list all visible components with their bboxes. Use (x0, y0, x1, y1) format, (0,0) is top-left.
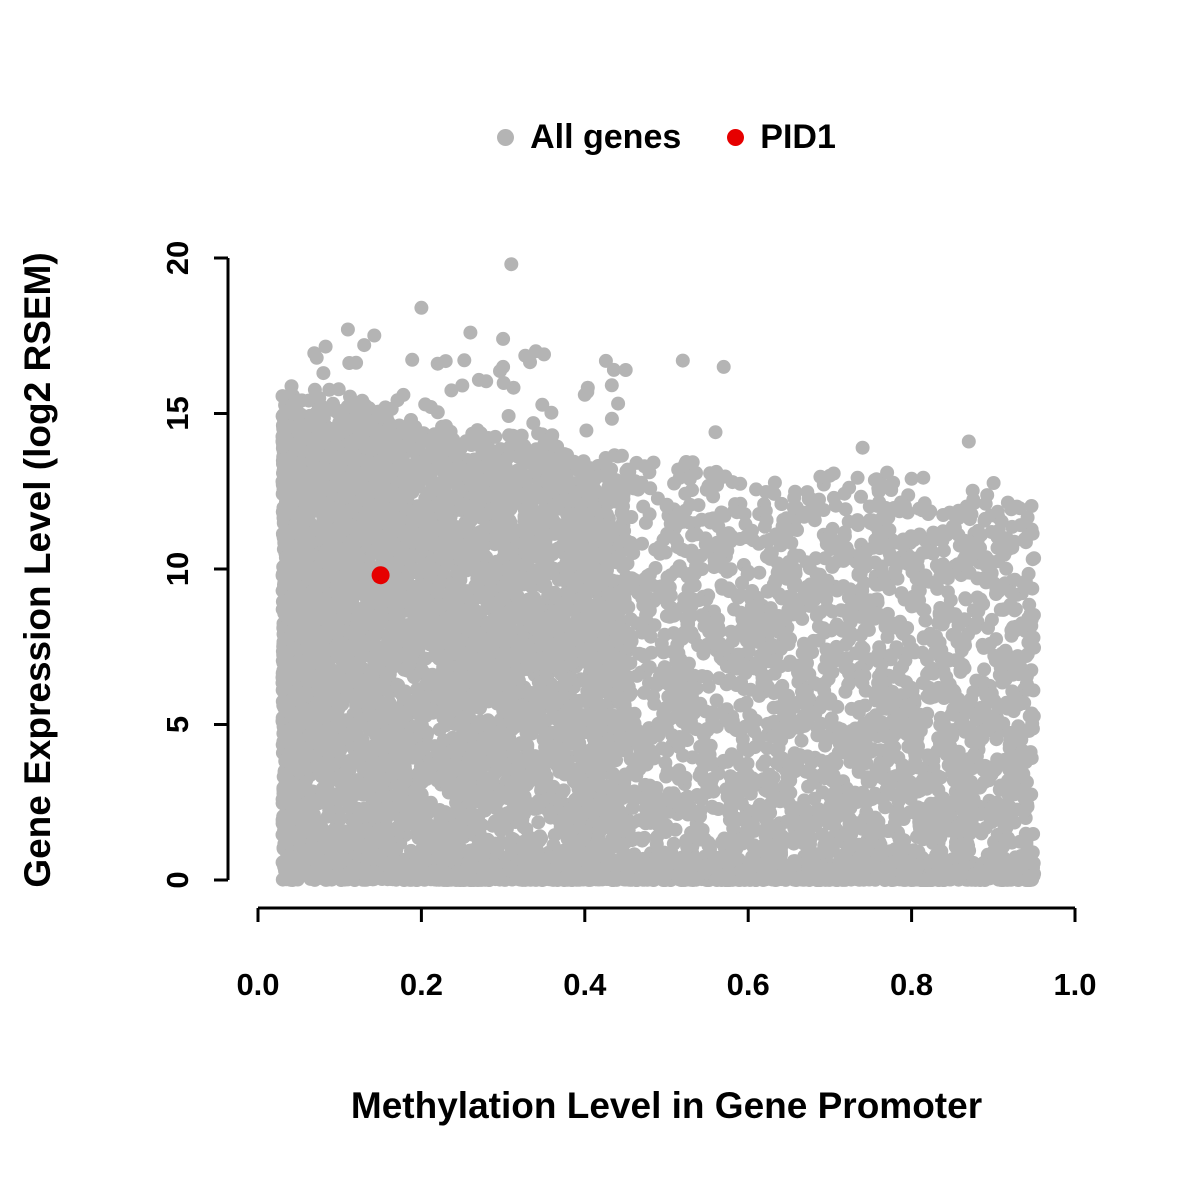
scatter-point-pid1 (371, 566, 390, 585)
x-tick-label: 0.8 (890, 967, 933, 1002)
x-tick-label: 0.0 (236, 967, 279, 1002)
x-tick-label: 1.0 (1053, 967, 1096, 1002)
y-tick-label: 10 (160, 552, 195, 586)
legend: All genes PID1 (258, 118, 1075, 157)
legend-item-pid1: PID1 (727, 118, 836, 157)
x-axis-title: Methylation Level in Gene Promoter (350, 1085, 983, 1126)
y-axis-title: Gene Expression Level (log2 RSEM) (17, 252, 58, 888)
y-tick-label: 5 (160, 716, 195, 733)
legend-label-pid1: PID1 (760, 118, 836, 156)
y-tick-label: 0 (160, 871, 195, 888)
x-tick-label: 0.4 (563, 967, 607, 1002)
x-tick-label: 0.2 (400, 967, 443, 1002)
y-tick-label: 20 (160, 241, 195, 275)
pid1-marker-icon (727, 129, 745, 146)
y-tick-label: 15 (160, 396, 195, 430)
scatter-points-all-genes (275, 257, 1042, 887)
all-genes-marker-icon (497, 129, 515, 146)
legend-label-all-genes: All genes (530, 118, 682, 156)
legend-item-all-genes: All genes (497, 118, 681, 157)
x-tick-label: 0.6 (727, 967, 770, 1002)
axes: 0 5 10 15 20 0.0 0.2 0.4 0.6 0.8 1.0 (160, 241, 1096, 1002)
